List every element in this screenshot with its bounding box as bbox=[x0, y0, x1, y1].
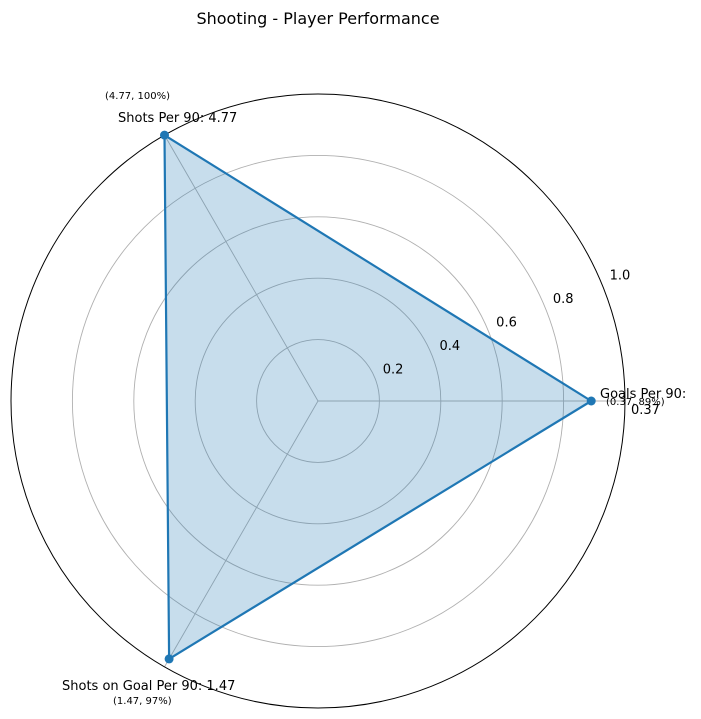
axis-label-line: 0.37 bbox=[631, 403, 660, 418]
point-annotation: (1.47, 97%) bbox=[113, 696, 172, 707]
grid-spoke bbox=[164, 400, 319, 668]
data-point bbox=[160, 130, 169, 140]
radial-tick-label: 0.4 bbox=[439, 339, 460, 354]
label-layer: 0.2 0.4 0.6 0.8 1.0 Goals Per 90: 0.37 Shots Pe… bbox=[62, 91, 686, 707]
chart-title: Shooting - Player Performance bbox=[196, 9, 439, 28]
axis-label: Goals Per 90: 0.37 bbox=[600, 387, 686, 418]
radial-tick-label: 0.2 bbox=[383, 363, 404, 378]
point-annotation: (4.77, 100%) bbox=[105, 91, 170, 102]
axis-label-line: Goals Per 90: bbox=[600, 387, 686, 402]
axis-label: Shots on Goal Per 90: 1.47 bbox=[62, 679, 235, 694]
radial-tick-label: 0.8 bbox=[553, 292, 574, 307]
grid-spoke bbox=[164, 134, 319, 402]
series-layer bbox=[160, 130, 596, 664]
data-point bbox=[586, 396, 596, 406]
polar-frame bbox=[10, 93, 626, 709]
radial-grid bbox=[10, 93, 626, 709]
series-fill bbox=[164, 135, 592, 659]
axis-label: Shots Per 90: 4.77 bbox=[118, 111, 237, 126]
series-line bbox=[163, 134, 593, 660]
point-annotation: (0.37, 89%) bbox=[606, 397, 665, 408]
data-point bbox=[164, 654, 174, 664]
radial-tick-label: 1.0 bbox=[610, 269, 631, 284]
radial-tick-label: 0.6 bbox=[496, 316, 517, 331]
